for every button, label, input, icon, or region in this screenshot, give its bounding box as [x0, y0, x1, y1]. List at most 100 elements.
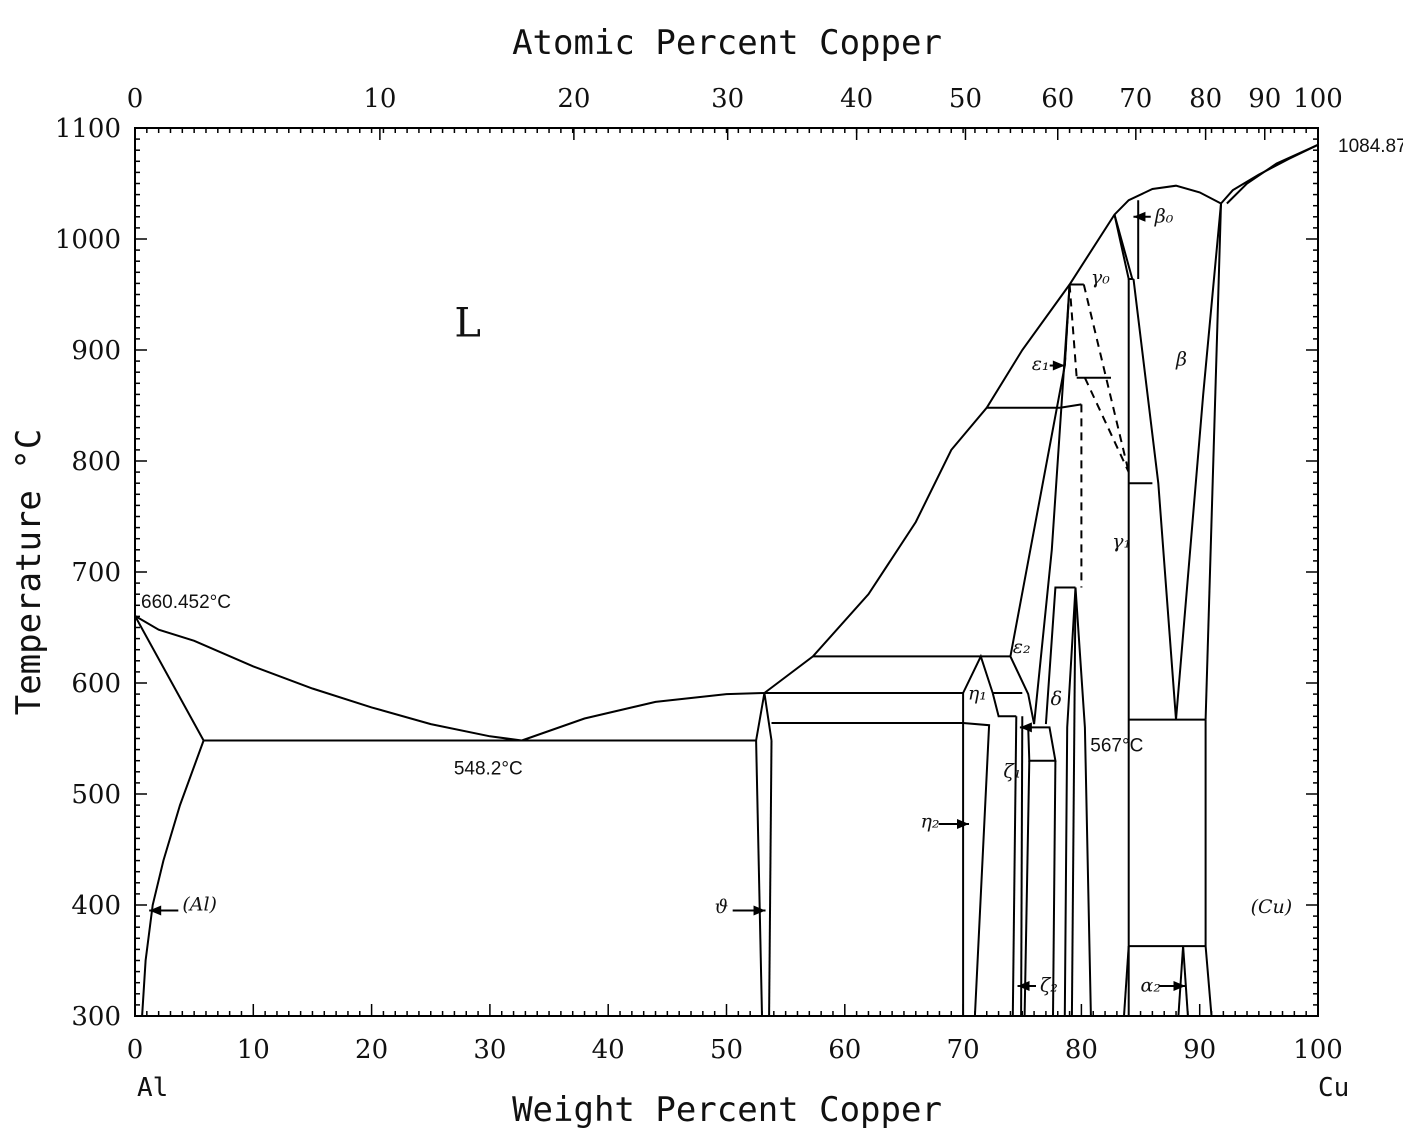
plot-frame: [134, 127, 1319, 1017]
phase-arrow-head-5: [1019, 722, 1032, 733]
phase-label-3: η₁: [968, 683, 987, 705]
x2-tick-label-90: 90: [1248, 84, 1281, 114]
phase-label-11: γ₁: [1112, 531, 1131, 553]
y-tick-label-1100: 1100: [55, 114, 121, 144]
boundary-line-39: [1009, 284, 1071, 657]
boundary-line-1: [134, 615, 205, 741]
boundary-line-10: [763, 184, 1222, 694]
x-tick-label-10: 10: [237, 1035, 270, 1065]
boundary-line-42: [1020, 716, 1024, 1017]
y-tick-label-400: 400: [71, 891, 121, 921]
boundary-line-11: [1226, 143, 1319, 205]
y-tick-label-900: 900: [71, 336, 121, 366]
boundary-line-32: [1182, 946, 1189, 1017]
phase-arrow-head-6: [1017, 981, 1030, 992]
boundary-line-29: [1123, 946, 1130, 1017]
y-tick-label-500: 500: [71, 780, 121, 810]
boundary-line-46: [1044, 586, 1076, 725]
phase-arrow-head-14: [1173, 981, 1186, 992]
boundary-line-49: [1070, 587, 1077, 1017]
x-tick-label-90: 90: [1183, 1035, 1216, 1065]
boundary-line-30: [1204, 946, 1213, 1017]
phase-arrow-head-13: [1133, 211, 1146, 222]
phase-arrow-head-7: [1052, 360, 1065, 371]
boundary-line-47: [1063, 587, 1077, 1017]
phase-label-13: β₀: [1154, 205, 1174, 227]
boundary-line-45: [1052, 760, 1057, 1017]
x-tick-label-20: 20: [355, 1035, 388, 1065]
boundary-line-34: [962, 653, 994, 694]
x2-tick-label-100: 100: [1293, 84, 1343, 114]
boundary-line-40: [1033, 284, 1071, 725]
phase-label-2: ϑ: [715, 896, 729, 918]
phase-boundaries: [134, 143, 1319, 1017]
phase-label-10: γ₀: [1091, 266, 1110, 288]
temperature-annotation-0: 660.452°C: [141, 592, 231, 613]
y-axis-title: Temperature °C: [9, 429, 49, 716]
x2-tick-label-30: 30: [711, 84, 744, 114]
boundary-line-7: [768, 740, 773, 1017]
right-end-label: Cu: [1318, 1073, 1349, 1103]
boundary-line-2: [141, 740, 205, 1017]
boundary-line-38: [1009, 655, 1036, 725]
temperature-annotation-1: 548.2°C: [454, 758, 523, 779]
x2-axis-title: Atomic Percent Copper: [512, 23, 942, 63]
phase-arrow-head-1: [149, 905, 162, 916]
boundary-line-4: [521, 692, 765, 742]
x-tick-label-80: 80: [1065, 1035, 1098, 1065]
boundary-line-25: [1204, 203, 1222, 720]
phase-label-8: ε₂: [1013, 636, 1031, 658]
phase-label-9: δ: [1051, 688, 1062, 710]
phase-label-6: ζ₂: [1040, 975, 1058, 997]
y-tick-label-300: 300: [71, 1002, 121, 1032]
phase-label-15: (Cu): [1251, 896, 1293, 918]
x2-tick-label-70: 70: [1119, 84, 1152, 114]
temperature-annotation-2: 567°C: [1090, 736, 1143, 757]
boundary-line-43: [1027, 726, 1057, 762]
left-end-label: Al: [137, 1073, 168, 1103]
boundary-line-35: [963, 722, 991, 1017]
y-tick-label-1000: 1000: [55, 225, 121, 255]
x2-tick-label-40: 40: [840, 84, 873, 114]
boundary-line-52: [1082, 284, 1130, 473]
y-tick-label-700: 700: [71, 558, 121, 588]
y-tick-label-800: 800: [71, 447, 121, 477]
y-tick-label-600: 600: [71, 669, 121, 699]
boundary-line-44: [1023, 760, 1031, 1017]
temperature-annotation-3: 1084.87°C: [1338, 136, 1403, 157]
boundary-line-24: [1175, 203, 1222, 720]
x2-tick-label-20: 20: [557, 84, 590, 114]
boundary-line-12: [1220, 143, 1319, 205]
phase-arrow-head-2: [753, 905, 766, 916]
x-axis-title: Weight Percent Copper: [512, 1090, 942, 1130]
boundary-line-51: [1068, 284, 1078, 378]
phase-arrow-head-4: [957, 818, 970, 829]
boundary-line-6: [755, 740, 763, 1017]
boundary-line-0: [134, 615, 522, 742]
phase-label-0: L: [454, 301, 481, 347]
boundary-line-41: [1011, 716, 1018, 1017]
boundary-line-15: [1059, 403, 1082, 409]
boundary-line-31: [1177, 946, 1185, 1017]
phase-label-14: α₂: [1141, 975, 1161, 997]
boundary-line-19: [1113, 214, 1134, 280]
phase-label-1: (Al): [182, 894, 217, 916]
axis-labels: 0 10 20 30 40 50 60 70 80 90 100300400500600700800…: [55, 84, 1343, 1065]
x2-tick-label-10: 10: [363, 84, 396, 114]
x-tick-label-0: 0: [127, 1035, 144, 1065]
x2-tick-label-60: 60: [1041, 84, 1074, 114]
phase-label-4: η₂: [921, 810, 940, 832]
x-tick-label-60: 60: [828, 1035, 861, 1065]
boundary-line-53: [1083, 377, 1130, 473]
boundary-line-5: [755, 692, 773, 741]
x-tick-label-30: 30: [473, 1035, 506, 1065]
x2-tick-label-50: 50: [949, 84, 982, 114]
phase-label-7: ε₁: [1032, 353, 1050, 375]
phase-label-12: β: [1175, 349, 1187, 371]
x2-tick-label-80: 80: [1189, 84, 1222, 114]
annotations: 660.452°C 548.2°C 567°C 1084.87°C L (Al) ϑ η₁ η₂…: [141, 136, 1403, 997]
x-tick-label-50: 50: [710, 1035, 743, 1065]
phase-label-5: ζ₁: [1003, 760, 1021, 782]
x2-tick-label-0: 0: [127, 84, 144, 114]
